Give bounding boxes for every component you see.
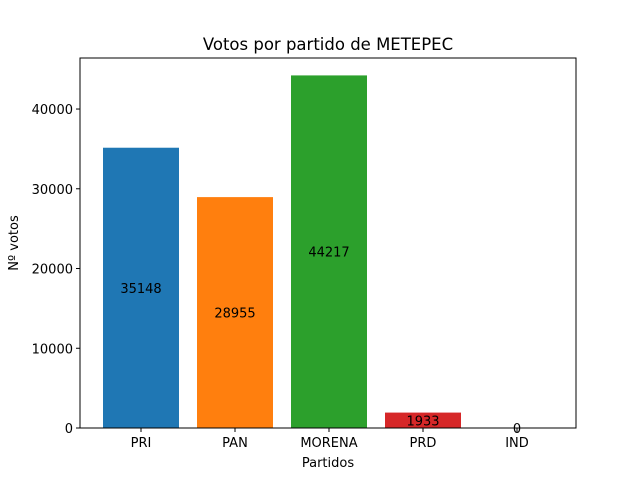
value-label-pan: 28955 <box>214 307 255 322</box>
x-tick-label-ind: IND <box>505 436 529 451</box>
value-label-prd: 1933 <box>406 414 439 429</box>
value-label-pri: 35148 <box>120 282 161 297</box>
x-tick-label-pan: PAN <box>222 436 248 451</box>
value-label-morena: 44217 <box>308 246 349 261</box>
x-axis-label: Partidos <box>302 456 354 471</box>
y-tick-label: 0 <box>65 422 73 437</box>
y-tick-label: 40000 <box>32 103 73 118</box>
y-tick-label: 20000 <box>32 263 73 278</box>
x-tick-label-morena: MORENA <box>300 436 357 451</box>
chart-title: Votos por partido de METEPEC <box>203 35 453 54</box>
x-tick-label-prd: PRD <box>410 436 437 451</box>
x-tick-label-pri: PRI <box>131 436 152 451</box>
y-tick-label: 10000 <box>32 342 73 357</box>
y-tick-label: 30000 <box>32 183 73 198</box>
y-axis-label: Nº votos <box>7 215 22 271</box>
